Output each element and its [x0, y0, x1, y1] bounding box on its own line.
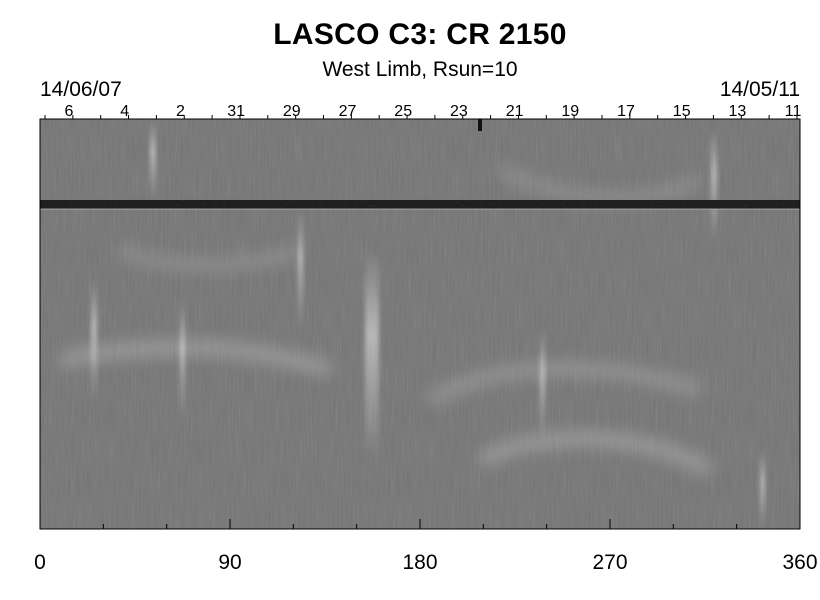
top-axis-label: 4 [120, 103, 129, 120]
top-axis-label: 6 [65, 103, 74, 120]
bottom-axis-label: 180 [402, 551, 437, 574]
plot-title: LASCO C3: CR 2150 [273, 18, 567, 51]
start-date-label: 14/06/07 [40, 78, 122, 101]
top-axis-label: 2 [176, 103, 185, 120]
bottom-axis: 0 90 180 270 360 [34, 519, 818, 574]
top-axis-label: 15 [673, 103, 691, 120]
plot-subtitle: West Limb, Rsun=10 [322, 58, 518, 81]
occulter-band [40, 197, 800, 212]
top-axis-label: 27 [339, 103, 357, 120]
end-date-label: 14/05/11 [719, 78, 800, 101]
top-axis-label: 31 [227, 103, 245, 120]
top-axis-label: 13 [729, 103, 747, 120]
bottom-axis-label: 90 [218, 551, 241, 574]
top-axis-label: 23 [450, 103, 468, 120]
top-axis-label: 11 [785, 103, 802, 120]
top-axis-label: 17 [617, 103, 635, 120]
bottom-axis-label: 360 [782, 551, 817, 574]
top-axis-label: 19 [561, 103, 579, 120]
bottom-axis-label: 270 [592, 551, 627, 574]
top-axis-label: 29 [283, 103, 301, 120]
bottom-axis-label: 0 [34, 551, 46, 574]
top-axis-label: 21 [506, 103, 524, 120]
coronagraph-image [40, 119, 800, 529]
top-axis: 6 4 2 31 29 27 25 23 21 19 17 15 13 11 [44, 103, 802, 120]
top-axis-label: 25 [394, 103, 412, 120]
